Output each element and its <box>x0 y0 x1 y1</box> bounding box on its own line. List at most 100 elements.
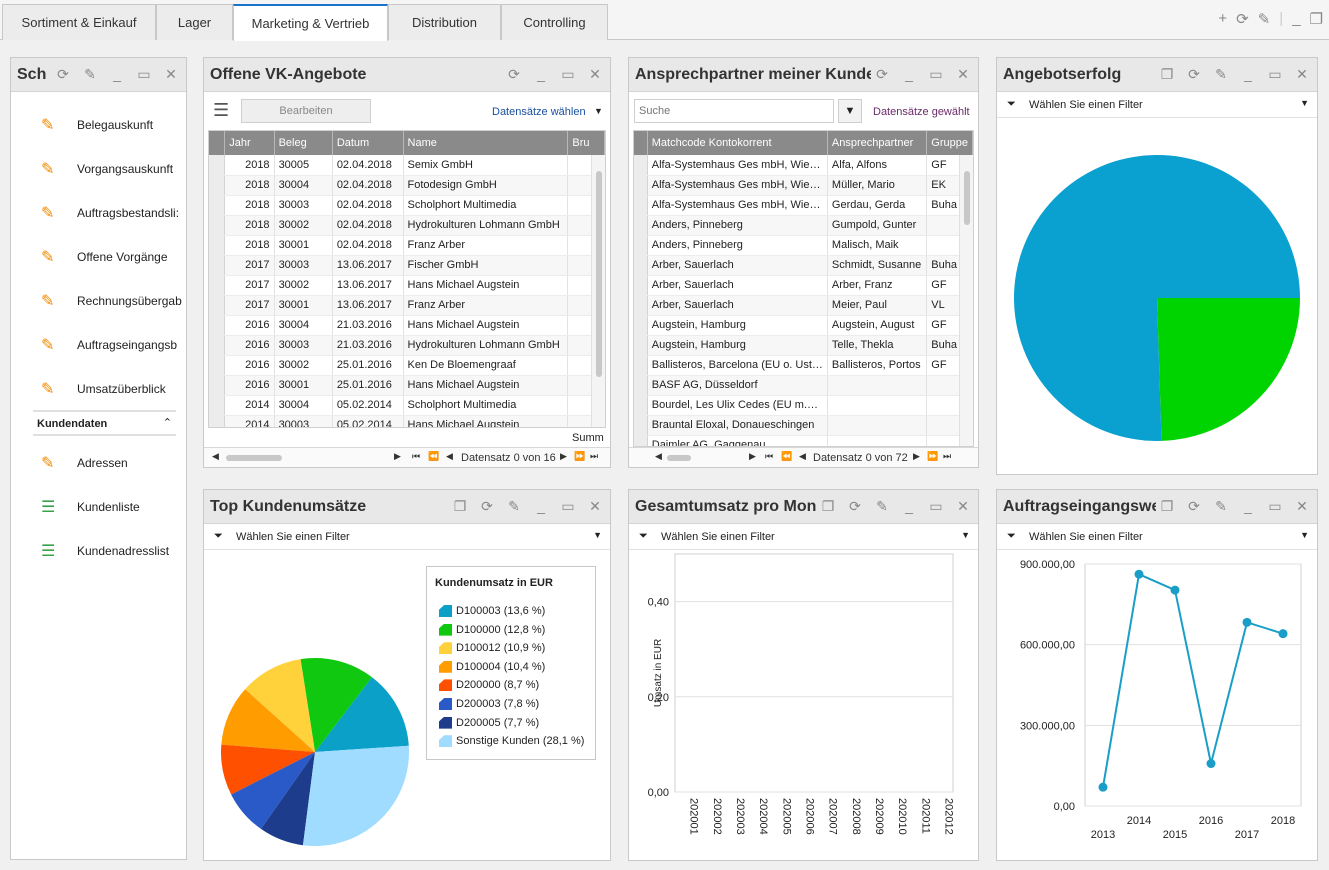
data-point[interactable] <box>1134 569 1144 579</box>
table-row[interactable]: Daimler AG, Gaggenau <box>634 435 973 446</box>
tab-lager[interactable]: Lager <box>156 4 233 40</box>
filter-label[interactable]: Wählen Sie einen Filter <box>1029 531 1143 543</box>
pie-slice[interactable] <box>221 689 315 752</box>
maximize-icon[interactable]: ▭ <box>1268 498 1282 514</box>
row-selector[interactable] <box>634 315 648 336</box>
row-selector[interactable] <box>634 295 648 316</box>
pie-slice[interactable] <box>221 744 315 795</box>
restore-icon[interactable]: ❐ <box>1309 11 1323 28</box>
tab-sortiment-einkauf[interactable]: Sortiment & Einkauf <box>2 4 156 40</box>
row-selector[interactable] <box>634 395 648 416</box>
pie-slice[interactable] <box>231 752 315 829</box>
menu-icon[interactable]: ☰ <box>213 100 230 120</box>
close-icon[interactable]: ✕ <box>589 66 601 82</box>
copy-icon[interactable]: ❐ <box>453 498 467 514</box>
refresh-icon[interactable]: ⟳ <box>1236 11 1249 28</box>
close-icon[interactable]: ✕ <box>957 66 969 82</box>
column-header[interactable]: Gruppe <box>926 131 973 155</box>
close-icon[interactable]: ✕ <box>589 498 601 514</box>
search-input[interactable] <box>634 99 834 123</box>
column-header[interactable]: Name <box>403 131 569 155</box>
pie-slice[interactable] <box>315 677 409 752</box>
next-page-icon[interactable]: ⏩ <box>574 451 586 461</box>
maximize-icon[interactable]: ▭ <box>929 498 943 514</box>
scroll-left-icon[interactable]: ◀ <box>655 451 662 461</box>
horizontal-scrollbar[interactable] <box>667 455 691 461</box>
copy-icon[interactable]: ❐ <box>1160 66 1174 82</box>
close-icon[interactable]: ✕ <box>165 66 177 82</box>
table-row[interactable]: Alfa-Systemhaus Ges mbH, Wie… Müller, Mar… <box>634 175 973 196</box>
row-selector[interactable] <box>634 235 648 256</box>
table-row[interactable]: 2017 30003 13.06.2017 Fischer GmbH <box>209 255 605 276</box>
table-row[interactable]: 2018 30004 02.04.2018 Fotodesign GmbH <box>209 175 605 196</box>
table-row[interactable]: 2018 30002 02.04.2018 Hydrokulturen Lohmann… <box>209 215 605 236</box>
row-selector[interactable] <box>209 215 226 236</box>
chevron-down-icon[interactable]: ▼ <box>1300 98 1309 108</box>
column-header[interactable]: Datum <box>332 131 404 155</box>
wrench-icon[interactable]: ✎ <box>508 498 520 514</box>
sidebar-item[interactable]: ☰ Kundenadresslist <box>41 540 169 562</box>
filter-label[interactable]: Wählen Sie einen Filter <box>236 531 350 543</box>
column-header[interactable]: Ansprechpartner <box>827 131 928 155</box>
wrench-icon[interactable]: ✎ <box>1215 66 1227 82</box>
wrench-icon[interactable]: ✎ <box>876 498 888 514</box>
plus-icon[interactable]: + <box>1218 10 1228 27</box>
table-row[interactable]: 2017 30002 13.06.2017 Hans Michael Augstein <box>209 275 605 296</box>
pie-slice[interactable] <box>260 752 315 846</box>
last-page-icon[interactable]: ⏭ <box>943 451 952 461</box>
pie-slice[interactable] <box>300 658 372 752</box>
row-selector[interactable] <box>634 175 648 196</box>
chevron-up-icon[interactable]: ⌃ <box>162 417 172 429</box>
row-selector[interactable] <box>634 255 648 276</box>
table-row[interactable]: 2018 30003 02.04.2018 Scholphort Multimedia <box>209 195 605 216</box>
filter-icon[interactable]: ⏷ <box>1007 530 1016 542</box>
table-row[interactable]: Augstein, Hamburg Augstein, August GF <box>634 315 973 336</box>
prev-record-icon[interactable]: ◀ <box>799 451 806 461</box>
minimize-icon[interactable]: _ <box>1292 10 1301 27</box>
row-selector[interactable] <box>634 335 648 356</box>
table-row[interactable]: Alfa-Systemhaus Ges mbH, Wie… Gerdau, Ger… <box>634 195 973 216</box>
refresh-icon[interactable]: ⟳ <box>508 66 520 82</box>
close-icon[interactable]: ✕ <box>1296 66 1308 82</box>
filter-icon[interactable]: ⏷ <box>214 530 223 542</box>
copy-icon[interactable]: ❐ <box>1160 498 1174 514</box>
table-row[interactable]: Anders, Pinneberg Gumpold, Gunter <box>634 215 973 236</box>
sidebar-item[interactable]: ✎ Vorgangsauskunft <box>41 158 173 180</box>
table-row[interactable]: 2018 30005 02.04.2018 Semix GmbH <box>209 155 605 176</box>
filter-bar[interactable]: ⏷ Wählen Sie einen Filter ▼ <box>204 524 610 550</box>
edit-button[interactable]: Bearbeiten <box>241 99 371 123</box>
first-page-icon[interactable]: ⏮ <box>765 451 774 461</box>
row-selector[interactable] <box>634 415 648 436</box>
pie-slice[interactable] <box>302 745 409 846</box>
column-header[interactable]: Jahr <box>224 131 275 155</box>
chevron-down-icon[interactable]: ▼ <box>593 530 602 540</box>
section-header[interactable]: Kundendaten ⌃ <box>33 410 176 436</box>
maximize-icon[interactable]: ▭ <box>561 498 575 514</box>
row-selector[interactable] <box>209 355 226 376</box>
vertical-scrollbar[interactable] <box>591 155 605 431</box>
row-selector[interactable] <box>634 355 648 376</box>
row-selector[interactable] <box>209 395 226 416</box>
table-row[interactable]: Arber, Sauerlach Arber, Franz GF <box>634 275 973 296</box>
next-page-icon[interactable]: ⏩ <box>927 451 939 461</box>
scroll-right-icon[interactable]: ▶ <box>749 451 756 461</box>
pie-slice[interactable] <box>245 659 315 752</box>
table-row[interactable]: 2016 30004 21.03.2016 Hans Michael Augstein <box>209 315 605 336</box>
row-selector[interactable] <box>634 275 648 296</box>
sidebar-item[interactable]: ✎ Rechnungsübergab <box>41 290 182 312</box>
prev-record-icon[interactable]: ◀ <box>446 451 453 461</box>
tab-marketing-vertrieb[interactable]: Marketing & Vertrieb <box>233 4 388 41</box>
minimize-icon[interactable]: _ <box>537 66 545 82</box>
maximize-icon[interactable]: ▭ <box>1268 66 1282 82</box>
first-page-icon[interactable]: ⏮ <box>412 451 421 461</box>
data-point[interactable] <box>1098 782 1108 792</box>
sidebar-item[interactable]: ✎ Offene Vorgänge <box>41 246 168 268</box>
data-point[interactable] <box>1278 629 1288 639</box>
filter-label[interactable]: Wählen Sie einen Filter <box>1029 99 1143 111</box>
filter-bar[interactable]: ⏷ Wählen Sie einen Filter ▼ <box>629 524 978 550</box>
minimize-icon[interactable]: _ <box>905 66 913 82</box>
minimize-icon[interactable]: _ <box>113 66 121 82</box>
maximize-icon[interactable]: ▭ <box>561 66 575 82</box>
table-row[interactable]: Augstein, Hamburg Telle, Thekla Buha <box>634 335 973 356</box>
table-row[interactable]: Alfa-Systemhaus Ges mbH, Wie… Alfa, Alfon… <box>634 155 973 176</box>
